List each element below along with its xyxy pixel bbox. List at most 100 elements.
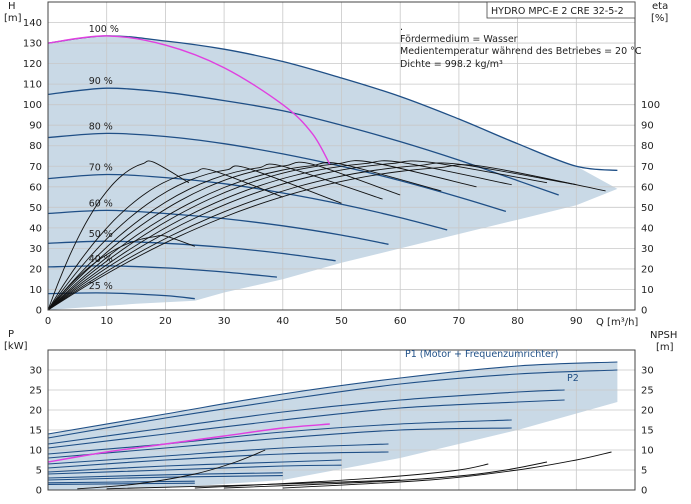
top-y-tick-label: 20: [29, 264, 42, 275]
top-y2-tick-label: 90: [641, 121, 654, 132]
bottom-y-tick-label: 15: [29, 426, 42, 437]
bottom-y-tick-label: 5: [36, 466, 42, 477]
bottom-plot-frame: [47, 349, 636, 491]
speed-curve-label: 40 %: [89, 254, 113, 265]
top-y-tick-label: 10: [29, 285, 42, 296]
power-curve-7: [47, 451, 389, 469]
bottom-y2-axis-label: NPSH: [650, 330, 677, 341]
x-tick-label: 10: [100, 316, 113, 327]
top-y-tick-label: 40: [29, 223, 42, 234]
bottom-y-axis-label: P: [8, 329, 14, 340]
power-curve-9: [47, 464, 342, 475]
max-head-curve: [47, 35, 331, 165]
efficiency-curve-4: [47, 163, 383, 311]
speed-curve-1: [47, 87, 559, 196]
efficiency-curve-10: [47, 162, 577, 311]
bottom-y-tick-label: 20: [29, 406, 42, 417]
x-tick-label: 90: [570, 316, 583, 327]
efficiency-curve-2: [47, 168, 283, 311]
bottom-y2-tick-label: 10: [641, 446, 654, 457]
bottom-y2-tick-label: 30: [641, 366, 654, 377]
bottom-y2-tick-label: 25: [641, 386, 654, 397]
top-plot-frame: [47, 1, 636, 311]
speed-curve-4: [47, 209, 389, 245]
bottom-y-tick-label: 30: [29, 366, 42, 377]
top-y-axis-unit: [m]: [4, 13, 22, 24]
efficiency-curve-3: [47, 165, 342, 311]
power-curve-4: [47, 419, 512, 455]
x-tick-label: 30: [218, 316, 231, 327]
top-y2-tick-label: 30: [641, 244, 654, 255]
power-curve-10: [47, 472, 283, 479]
top-y-tick-label: 90: [29, 121, 42, 132]
top-y2-tick-label: 80: [641, 141, 654, 152]
x-tick-label: 80: [511, 316, 524, 327]
top-y2-tick-label: 0: [641, 306, 647, 317]
top-y2-tick-label: 20: [641, 264, 654, 275]
speed-curve-label: 100 %: [89, 24, 119, 35]
top-y-tick-label: 140: [23, 18, 42, 29]
efficiency-curve-6: [47, 162, 442, 311]
efficiency-curve-0: [47, 160, 190, 311]
speed-curve-5: [47, 240, 336, 262]
x-tick-label: 70: [453, 316, 466, 327]
top-y-tick-label: 110: [23, 80, 42, 91]
top-y2-tick-label: 60: [641, 182, 654, 193]
power-curve-3: [47, 399, 565, 449]
top-y-tick-label: 80: [29, 141, 42, 152]
efficiency-curve-7: [47, 160, 477, 311]
power-curve-6: [47, 443, 389, 465]
efficiency-curve-11: [47, 164, 606, 311]
efficiency-curve-8: [47, 160, 512, 311]
top-y-tick-label: 60: [29, 182, 42, 193]
npsh-curve-0: [77, 449, 266, 490]
top-y-tick-label: 100: [23, 100, 42, 111]
speed-curve-0: [47, 35, 618, 172]
info-line-1: Fördermedium = Wasser: [400, 34, 518, 45]
pump-name: HYDRO MPC-E 2 CRE 32-5-2: [491, 6, 624, 17]
efficiency-curve-5: [47, 161, 401, 311]
top-y2-tick-label: 100: [641, 100, 660, 111]
x-axis-unit: Q [m³/h]: [596, 317, 638, 328]
x-tick-label: 40: [276, 316, 289, 327]
top-y2-tick-label: 40: [641, 223, 654, 234]
pump-name-box: [486, 1, 636, 19]
top-y-tick-label: 50: [29, 203, 42, 214]
bottom-y2-tick-label: 15: [641, 426, 654, 437]
x-tick-label: 20: [159, 316, 172, 327]
bottom-y2-tick-label: 20: [641, 406, 654, 417]
bottom-y-tick-label: 0: [36, 486, 42, 497]
bottom-y-axis-unit: [kW]: [4, 341, 28, 352]
speed-curve-label: 25 %: [89, 281, 113, 292]
max-power-curve: [47, 423, 330, 463]
speed-curve-label: 80 %: [89, 121, 113, 132]
top-y2-tick-label: 50: [641, 203, 654, 214]
speed-curve-2: [47, 132, 507, 213]
top-y-axis-label: H: [8, 1, 16, 12]
top-y-tick-label: 30: [29, 244, 42, 255]
bottom-operating-region: [48, 362, 618, 490]
top-y2-axis-unit: [%]: [651, 13, 668, 24]
power-curve-12: [47, 480, 195, 484]
npsh-curve-4: [106, 479, 401, 490]
power-curve-13: [47, 482, 195, 485]
power-curve-11: [47, 475, 283, 481]
power-curve-5: [47, 427, 512, 459]
power-curve-0: [47, 361, 618, 435]
top-y-tick-label: 0: [36, 306, 42, 317]
speed-curve-label: 70 %: [89, 162, 113, 173]
npsh-curve-3: [282, 451, 612, 489]
top-y2-tick-label: 10: [641, 285, 654, 296]
speed-curve-label: 90 %: [89, 76, 113, 87]
info-line-3: Dichte = 998.2 kg/m³: [400, 59, 503, 70]
bottom-y2-tick-label: 5: [641, 466, 647, 477]
speed-curve-label: 60 %: [89, 198, 113, 209]
npsh-curve-2: [224, 461, 548, 489]
top-y2-tick-label: 70: [641, 162, 654, 173]
x-tick-label: 60: [394, 316, 407, 327]
info-line-0: .: [400, 22, 403, 33]
bottom-y-tick-label: 25: [29, 386, 42, 397]
top-y-tick-label: 120: [23, 59, 42, 70]
